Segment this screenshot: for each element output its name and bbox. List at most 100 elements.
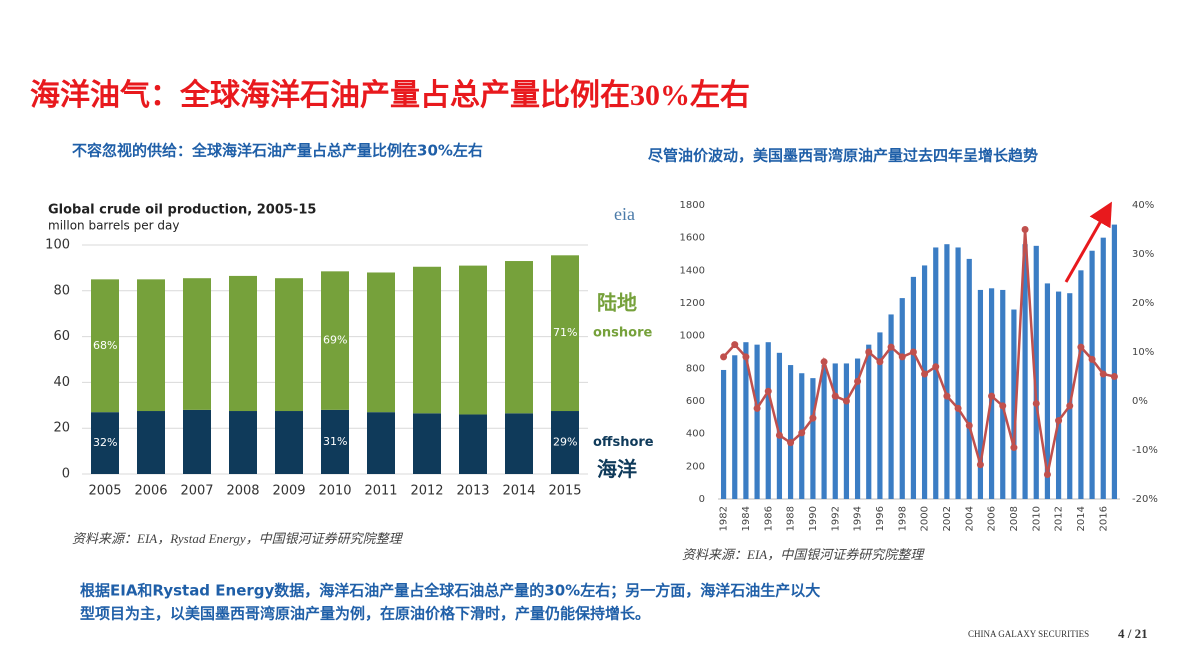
- bar-segment: [275, 278, 303, 412]
- x-tick-label: 2010: [1031, 506, 1042, 531]
- line-marker: [909, 348, 917, 356]
- line-marker: [999, 402, 1007, 410]
- x-tick-label: 2004: [964, 506, 975, 531]
- bar-segment: [229, 275, 257, 412]
- share-label: 31%: [323, 435, 347, 448]
- chart-title: Global crude oil production, 2005-15: [48, 203, 316, 218]
- x-tick-label: 1994: [853, 506, 864, 531]
- line-marker: [898, 353, 906, 361]
- bar: [821, 365, 827, 499]
- line-marker: [1110, 373, 1118, 380]
- bar-segment: [413, 266, 441, 414]
- bar: [732, 355, 738, 499]
- bar: [776, 352, 783, 499]
- bar: [1022, 244, 1028, 499]
- line-marker: [720, 353, 728, 361]
- bar-segment: [91, 412, 119, 474]
- y-tick-label: 1800: [680, 200, 705, 211]
- x-tick-label: 2011: [364, 484, 397, 499]
- line-marker: [954, 404, 962, 412]
- bar: [743, 342, 749, 499]
- logo: eia: [614, 204, 635, 224]
- x-tick-label: 1990: [808, 506, 819, 531]
- x-tick-label: 2002: [942, 506, 953, 531]
- y-tick-label: 1400: [680, 265, 705, 276]
- x-tick-label: 2008: [226, 484, 259, 499]
- line-marker: [731, 341, 739, 349]
- y-tick-label: 400: [686, 429, 705, 440]
- bar: [955, 247, 961, 499]
- slide-title: 海洋油气：全球海洋石油产量占总产量比例在30%左右: [30, 78, 750, 112]
- bar: [899, 298, 905, 499]
- x-tick-label: 2006: [134, 484, 167, 499]
- line-marker: [1066, 402, 1074, 410]
- y-tick-label: 600: [686, 396, 705, 407]
- legend-label: 海洋: [597, 457, 637, 481]
- bar: [944, 244, 950, 499]
- x-tick-label: 2015: [548, 484, 581, 499]
- trend-arrow: [1064, 201, 1112, 283]
- line-marker: [1010, 444, 1018, 452]
- bar-segment: [183, 278, 211, 410]
- y-tick-label: 80: [53, 283, 70, 298]
- conclusion-line: 根据EIA和Rystad Energy数据，海洋石油产量占全球石油总产量的30%…: [80, 582, 820, 600]
- line-marker: [742, 353, 750, 361]
- y-tick-label: 40: [53, 375, 70, 390]
- x-tick-label: 2013: [456, 484, 489, 499]
- line-marker: [988, 392, 996, 400]
- line-marker: [1099, 370, 1107, 378]
- y2-tick-label: 30%: [1132, 249, 1154, 260]
- share-label: 29%: [553, 436, 577, 449]
- legend-label: 陆地: [597, 291, 637, 315]
- y-tick-label: 100: [45, 238, 70, 253]
- line-marker: [965, 422, 973, 429]
- page-number: 4 / 21: [1118, 626, 1148, 641]
- line-marker: [1032, 399, 1040, 407]
- bar-segment: [275, 411, 303, 474]
- share-label: 32%: [93, 436, 117, 449]
- bar: [1033, 245, 1039, 499]
- x-tick-label: 2009: [272, 484, 305, 499]
- x-tick-label: 2014: [502, 484, 535, 499]
- bar: [1000, 289, 1006, 499]
- line-marker: [753, 404, 761, 412]
- bar: [1078, 270, 1084, 499]
- conclusion-line: 型项目为主，以美国墨西哥湾原油产量为例，在原油价格下滑时，产量仍能保持增长。: [80, 605, 650, 623]
- x-tick-label: 1984: [741, 506, 752, 531]
- line-marker: [1088, 355, 1096, 363]
- x-tick-label: 2005: [88, 484, 121, 499]
- bar: [1089, 250, 1095, 499]
- bar: [866, 344, 872, 499]
- line: [722, 229, 1115, 475]
- x-tick-label: 2016: [1098, 506, 1109, 531]
- y-tick-label: 200: [686, 461, 705, 472]
- bar: [1067, 293, 1073, 499]
- bar-segment: [137, 279, 165, 412]
- company-name: CHINA GALAXY SECURITIES: [968, 629, 1089, 639]
- line-marker: [798, 429, 806, 437]
- y-tick-label: 60: [53, 329, 70, 344]
- line-marker: [876, 358, 884, 366]
- line-marker: [764, 387, 772, 395]
- bar: [787, 365, 794, 499]
- y2-tick-label: -10%: [1132, 445, 1158, 456]
- bar: [810, 378, 816, 499]
- line-marker: [809, 414, 817, 422]
- source-note: 资料来源：EIA，中国银河证券研究院整理: [682, 547, 925, 562]
- line-marker: [976, 461, 984, 469]
- y-tick-label: 1000: [680, 331, 705, 342]
- share-label: 71%: [553, 326, 577, 339]
- x-tick-label: 1998: [897, 506, 908, 531]
- share-label: 69%: [323, 334, 347, 347]
- x-tick-label: 2012: [1054, 506, 1065, 531]
- line-marker: [932, 363, 940, 371]
- line-marker: [887, 343, 895, 351]
- y-tick-label: 1600: [680, 233, 705, 244]
- x-tick-label: 1988: [786, 506, 797, 531]
- x-tick-label: 1996: [875, 506, 886, 531]
- x-tick-label: 2006: [987, 506, 998, 531]
- x-tick-label: 2010: [318, 484, 351, 499]
- bar-segment: [183, 409, 211, 474]
- line-marker: [787, 439, 795, 447]
